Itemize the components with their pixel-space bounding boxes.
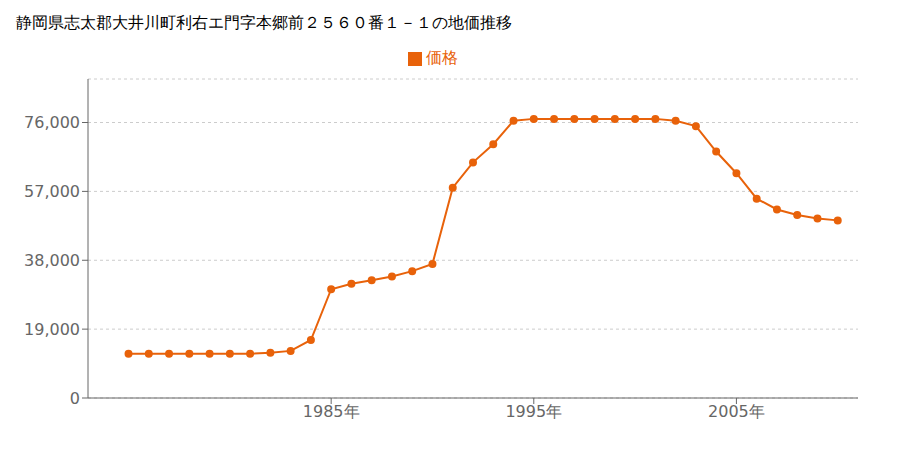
html-text:静岡県志太郡大井川町利右エ門字本郷前２５６０番１－１の地価推: 静岡県志太郡大井川町利右エ門字本郷前２５６０番１－１の地価推移	[16, 13, 512, 32]
svg-text:38,000: 38,000	[24, 251, 80, 270]
svg-text:2005年: 2005年	[708, 402, 765, 421]
svg-text:76,000: 76,000	[24, 113, 80, 132]
svg-text:57,000: 57,000	[24, 182, 80, 201]
svg-text:19,000: 19,000	[24, 320, 80, 339]
svg-text:0: 0	[70, 389, 80, 408]
html-text:価格: 価格	[426, 48, 458, 67]
svg-text:1985年: 1985年	[303, 402, 360, 421]
svg-text:1995年: 1995年	[505, 402, 562, 421]
